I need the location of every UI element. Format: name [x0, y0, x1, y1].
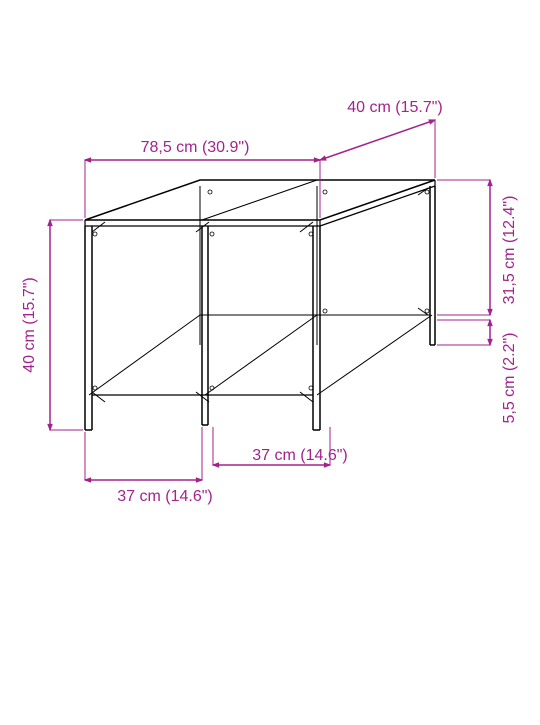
- label-bottom-left: 37 cm (14.6"): [117, 488, 213, 506]
- label-left-height: 40 cm (15.7"): [21, 277, 39, 373]
- diagram-stage: 78,5 cm (30.9") 40 cm (15.7") 40 cm (15.…: [0, 0, 540, 720]
- label-top-width: 78,5 cm (30.9"): [141, 139, 250, 157]
- label-right-upper: 31,5 cm (12.4"): [501, 196, 519, 305]
- label-top-depth: 40 cm (15.7"): [347, 99, 443, 117]
- label-right-lower: 5,5 cm (2.2"): [501, 332, 519, 423]
- label-bottom-right: 37 cm (14.6"): [252, 447, 348, 465]
- diagram-svg: [0, 0, 540, 720]
